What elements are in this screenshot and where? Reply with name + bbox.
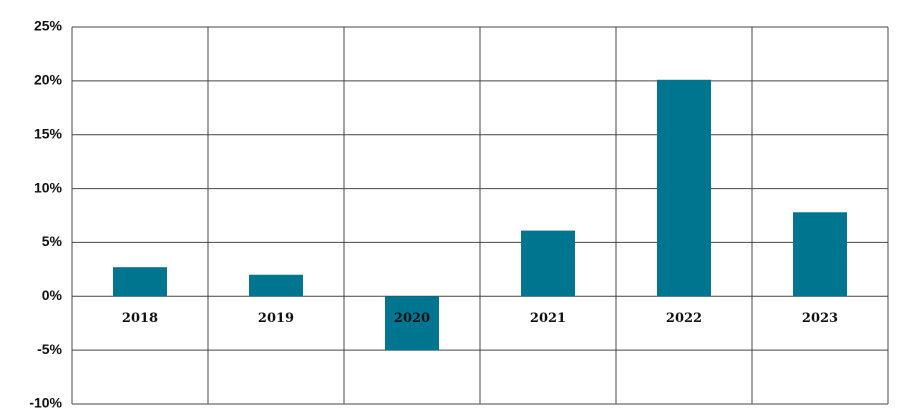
y-tick-label: -5% bbox=[37, 341, 62, 357]
bar bbox=[249, 274, 303, 297]
y-tick-label: 20% bbox=[34, 72, 63, 88]
x-tick-label: 2023 bbox=[802, 311, 838, 326]
x-tick-label: 2020 bbox=[394, 311, 430, 326]
x-tick-label: 2018 bbox=[122, 311, 158, 326]
bar bbox=[793, 212, 847, 297]
y-tick-label: 0% bbox=[42, 287, 63, 303]
bar bbox=[657, 79, 711, 297]
bar bbox=[113, 267, 167, 297]
y-tick-label: 10% bbox=[34, 179, 63, 195]
x-tick-label: 2019 bbox=[258, 311, 294, 326]
bar bbox=[385, 296, 439, 351]
bar bbox=[521, 230, 575, 297]
y-tick-label: 25% bbox=[34, 18, 63, 34]
y-tick-label: 15% bbox=[34, 125, 63, 141]
x-tick-label: 2021 bbox=[530, 311, 566, 326]
y-tick-label: -10% bbox=[29, 395, 62, 411]
y-tick-label: 5% bbox=[42, 233, 63, 249]
x-tick-label: 2022 bbox=[666, 311, 702, 326]
